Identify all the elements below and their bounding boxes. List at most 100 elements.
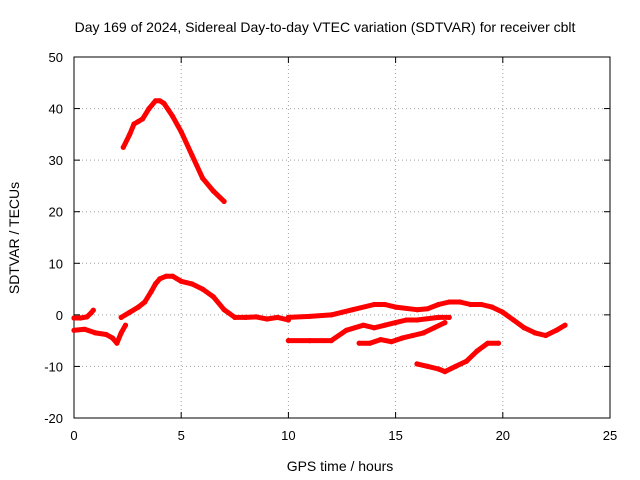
plot-frame bbox=[73, 56, 611, 419]
data-point bbox=[442, 320, 448, 326]
data-point bbox=[378, 337, 384, 343]
data-point bbox=[420, 330, 427, 336]
data-point bbox=[350, 307, 356, 313]
data-point bbox=[425, 363, 431, 369]
data-point bbox=[495, 340, 502, 346]
data-point bbox=[285, 338, 291, 344]
data-point bbox=[200, 175, 206, 181]
data-point bbox=[77, 315, 83, 321]
data-point bbox=[431, 325, 437, 331]
data-point bbox=[210, 188, 216, 194]
series-line-segment-2 bbox=[71, 322, 128, 346]
data-point bbox=[553, 327, 560, 333]
data-point bbox=[562, 322, 568, 328]
data-point bbox=[393, 304, 399, 310]
data-point bbox=[399, 335, 405, 341]
data-point bbox=[510, 317, 517, 323]
data-point bbox=[163, 273, 169, 279]
data-point bbox=[532, 330, 538, 336]
series-line-segment-3 bbox=[118, 273, 291, 323]
series-line-segment-6 bbox=[285, 314, 452, 344]
x-tick-label: 10 bbox=[281, 428, 295, 443]
y-tick-label: -10 bbox=[44, 359, 63, 374]
series-line-segment-4 bbox=[285, 299, 568, 338]
data-point bbox=[367, 340, 373, 346]
data-point bbox=[264, 316, 270, 322]
data-point bbox=[275, 314, 281, 320]
data-point bbox=[122, 322, 129, 328]
data-point bbox=[210, 294, 216, 300]
data-point bbox=[414, 317, 420, 323]
data-point bbox=[485, 340, 491, 346]
data-point bbox=[84, 314, 90, 320]
data-point bbox=[110, 335, 116, 341]
data-point bbox=[242, 314, 249, 320]
data-point bbox=[425, 306, 431, 312]
data-point bbox=[140, 116, 146, 122]
data-point bbox=[543, 332, 549, 339]
data-point bbox=[328, 338, 334, 344]
data-point bbox=[170, 113, 176, 119]
data-point bbox=[157, 276, 163, 282]
data-point bbox=[285, 314, 291, 320]
data-point bbox=[92, 330, 98, 336]
data-point bbox=[90, 307, 96, 313]
x-tick-label: 25 bbox=[603, 428, 617, 443]
data-point bbox=[127, 131, 133, 137]
data-point bbox=[468, 301, 474, 308]
data-point bbox=[103, 331, 109, 338]
data-point bbox=[435, 314, 442, 320]
data-point bbox=[442, 369, 448, 375]
y-tick-label: 50 bbox=[49, 50, 63, 65]
data-point bbox=[371, 301, 377, 308]
data-point bbox=[148, 289, 154, 295]
grid-lines bbox=[74, 57, 610, 418]
data-point bbox=[489, 304, 495, 310]
data-point bbox=[500, 309, 506, 315]
data-point bbox=[221, 198, 227, 204]
data-point bbox=[410, 332, 416, 339]
data-point bbox=[463, 358, 469, 364]
data-point bbox=[414, 307, 420, 313]
data-point bbox=[393, 320, 399, 326]
data-point bbox=[388, 339, 394, 345]
data-point bbox=[435, 301, 442, 308]
data-point bbox=[118, 314, 124, 320]
data-point bbox=[82, 326, 88, 332]
data-point bbox=[371, 325, 377, 331]
data-point bbox=[221, 307, 227, 313]
data-point bbox=[521, 325, 527, 331]
data-point bbox=[161, 100, 167, 106]
data-point bbox=[189, 281, 195, 287]
data-point bbox=[253, 314, 259, 320]
y-tick-label: 20 bbox=[49, 205, 63, 220]
data-point bbox=[232, 314, 238, 320]
x-axis-label: GPS time / hours bbox=[287, 458, 394, 474]
data-point bbox=[474, 348, 480, 354]
data-point bbox=[360, 322, 366, 328]
data-point bbox=[131, 121, 137, 127]
data-point bbox=[457, 299, 463, 305]
data-point bbox=[328, 312, 334, 318]
data-series bbox=[71, 98, 568, 375]
data-point bbox=[170, 273, 176, 279]
y-axis-label: SDTVAR / TECUs bbox=[6, 182, 22, 294]
data-point bbox=[307, 338, 313, 344]
x-tick-label: 5 bbox=[178, 428, 185, 443]
data-point bbox=[446, 314, 452, 320]
data-point bbox=[453, 363, 459, 369]
y-tick-label: 0 bbox=[56, 308, 63, 323]
data-point bbox=[178, 129, 184, 135]
data-point bbox=[135, 304, 141, 310]
chart-title: Day 169 of 2024, Sidereal Day-to-day VTE… bbox=[75, 19, 576, 35]
data-point bbox=[414, 361, 420, 367]
data-point bbox=[478, 301, 484, 308]
data-point bbox=[157, 98, 163, 104]
y-tick-label: 40 bbox=[49, 102, 63, 117]
data-point bbox=[152, 281, 159, 287]
y-tick-label: 10 bbox=[49, 256, 63, 271]
data-point bbox=[446, 299, 452, 305]
data-point bbox=[152, 98, 159, 104]
data-point bbox=[435, 366, 442, 372]
